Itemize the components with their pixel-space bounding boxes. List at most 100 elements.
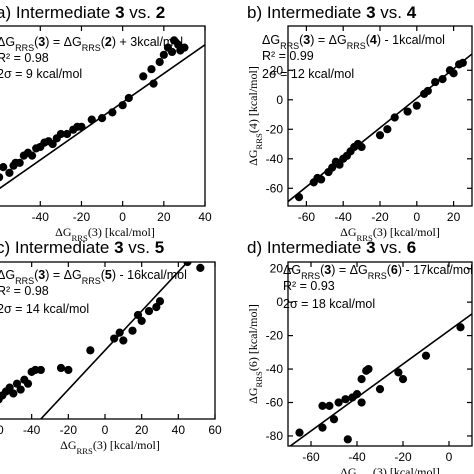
annotation: 2σ = 14 kcal/mol — [0, 302, 89, 316]
panel-a: a) Intermediate 3 vs. 2 -40 -20 0 20 40 ΔGRRS(… — [0, 3, 212, 243]
x-axis-label: ΔGRRS(3) [kcal/mol] — [55, 225, 155, 243]
annotation: 2σ = 18 kcal/mol — [283, 297, 375, 311]
data-point — [335, 160, 344, 169]
data-point — [56, 363, 66, 373]
x-tick-label: 0 — [413, 210, 420, 224]
data-point — [456, 323, 465, 332]
data-point — [15, 158, 24, 167]
y-axis-label: ΔGRRS(6) [kcal/mol] — [246, 304, 264, 404]
panel-c: c) Intermediate 3 vs. 5 -60 -40 -20 0 20 40 60 Δ… — [0, 238, 222, 456]
annotation: R² = 0.98 — [0, 51, 49, 65]
data-point — [115, 328, 124, 337]
data-point — [12, 379, 22, 388]
data-point — [159, 50, 168, 59]
data-point — [5, 383, 14, 392]
y-tick-label: -60 — [266, 181, 284, 195]
data-point — [375, 131, 385, 140]
data-point — [118, 101, 127, 110]
x-tick-label: 0 — [446, 450, 453, 464]
annotation: R² = 0.93 — [283, 279, 335, 293]
data-point — [196, 263, 205, 272]
data-point — [64, 365, 73, 375]
panel-b: b) Intermediate 3 vs. 4 -60 -40 -20 0 20 -60 -4… — [246, 3, 473, 243]
plot-area — [288, 53, 472, 203]
data-point — [421, 351, 431, 360]
data-point — [147, 65, 156, 74]
x-tick-label: 20 — [157, 210, 171, 224]
data-point — [431, 77, 440, 87]
data-point — [352, 390, 362, 399]
fit-line — [39, 262, 189, 419]
annotation: ΔGRRS(3) = ΔGRRS(5) - 16kcal/mol — [0, 268, 187, 286]
data-point — [9, 389, 18, 398]
data-point — [318, 401, 327, 410]
fit-line — [288, 313, 472, 446]
y-axis-label: ΔGRRS(4) [kcal/mol] — [246, 66, 264, 166]
annotation: R² = 0.98 — [0, 284, 49, 298]
data-point — [438, 75, 447, 84]
data-point — [294, 193, 304, 202]
data-point — [48, 139, 57, 149]
x-tick-label: -20 — [394, 450, 412, 464]
x-tick-label: -20 — [371, 210, 389, 224]
data-point — [423, 86, 432, 96]
x-tick-label: 60 — [208, 423, 222, 437]
data-point — [139, 72, 148, 81]
data-point — [144, 306, 154, 316]
data-point — [110, 334, 119, 343]
y-tick-label: -20 — [266, 329, 284, 343]
x-tick-label: 40 — [172, 423, 186, 437]
data-point — [412, 101, 421, 110]
data-point — [343, 435, 352, 444]
panel-title: c) Intermediate 3 vs. 5 — [0, 238, 164, 257]
y-tick-label: -40 — [266, 362, 284, 376]
data-point — [27, 151, 37, 160]
annotation: 2σ = 9 kcal/mol — [0, 67, 82, 81]
data-point — [328, 163, 337, 172]
data-point — [155, 57, 164, 67]
data-point — [403, 107, 412, 116]
data-point — [183, 262, 192, 267]
panel-title: a) Intermediate 3 vs. 2 — [0, 3, 165, 22]
annotation: ΔGRRS(3) = ΔGRRS(2) + 3kcal/mol — [0, 35, 183, 53]
annotation: 2σ = 12 kcal/mol — [262, 67, 354, 81]
data-point — [449, 69, 458, 78]
data-point — [16, 385, 25, 394]
x-tick-label: -40 — [32, 210, 50, 224]
y-tick-label: -80 — [266, 429, 284, 443]
data-point — [108, 108, 117, 117]
x-tick-label: -60 — [298, 210, 316, 224]
data-point — [36, 365, 45, 375]
y-tick-label: 20 — [270, 63, 284, 77]
data-point — [86, 346, 95, 355]
data-point — [137, 316, 146, 325]
data-point — [325, 401, 334, 410]
data-point — [318, 423, 327, 432]
data-point — [0, 163, 8, 172]
data-point — [133, 310, 143, 320]
data-point — [357, 374, 366, 384]
x-tick-label: 20 — [447, 210, 461, 224]
x-axis-label: ΔGRRS(3) [kcal/mol] — [340, 225, 440, 243]
x-tick-label: -40 — [335, 210, 353, 224]
x-tick-label: 20 — [135, 423, 149, 437]
y-tick-label: -40 — [266, 152, 284, 166]
data-point — [23, 379, 33, 388]
plot-area — [0, 36, 205, 190]
annotation: ΔGRRS(3) = ΔGRRS(6) - 17kcal/mol — [283, 263, 473, 281]
x-tick-label: -20 — [60, 423, 78, 437]
y-tick-label: 0 — [276, 93, 283, 107]
x-tick-label: -40 — [348, 450, 366, 464]
y-tick-label: -20 — [266, 122, 284, 136]
panel-title: b) Intermediate 3 vs. 4 — [247, 3, 417, 22]
annotation: ΔGRRS(3) = ΔGRRS(4) - 1kcal/mol — [262, 33, 445, 51]
x-tick-label: 40 — [198, 210, 212, 224]
data-point — [62, 129, 72, 139]
y-tick-label: 20 — [270, 262, 284, 276]
data-point — [167, 47, 177, 57]
x-tick-label: 0 — [119, 210, 126, 224]
plot-frame — [287, 261, 473, 447]
data-point — [87, 115, 96, 124]
x-tick-label: -40 — [23, 423, 41, 437]
